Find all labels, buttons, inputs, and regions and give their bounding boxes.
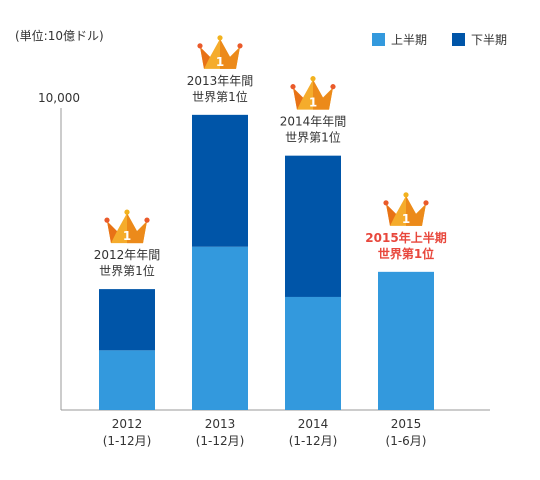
crown-rank: 1: [216, 55, 224, 69]
annotation-label: 世界第1位: [192, 89, 248, 104]
bar-segment: [378, 271, 434, 410]
legend-label: 下半期: [471, 33, 507, 47]
unit-label: (単位:10億ドル): [15, 28, 104, 43]
crown-icon: 1: [104, 209, 150, 244]
legend-swatch: [372, 33, 385, 46]
legend: 上半期 下半期: [372, 33, 507, 47]
annotation-label: 2014年年間: [280, 115, 347, 129]
legend-label: 上半期: [391, 33, 427, 47]
annotation-label: 2013年年間: [187, 74, 254, 88]
crown-rank: 1: [123, 229, 131, 243]
annotation-label: 2012年年間: [94, 248, 161, 262]
annotations: 2012年年間世界第1位12013年年間世界第1位12014年年間世界第1位12…: [94, 35, 447, 278]
crown-rank: 1: [309, 96, 317, 110]
x-axis-labels: 2012 (1-12月) 2013 (1-12月) 2014 (1-12月) 2015 (1-…: [103, 417, 427, 448]
x-tick-label: 2015: [391, 417, 422, 431]
x-tick-period: (1-12月): [196, 434, 245, 448]
x-tick-period: (1-12月): [103, 434, 152, 448]
bars: [99, 114, 434, 410]
x-tick-label: 2014: [298, 417, 329, 431]
crown-icon: 1: [290, 76, 336, 110]
bar-segment: [192, 246, 248, 410]
annotation-label: 世界第1位: [378, 246, 434, 261]
crown-icon: 1: [383, 192, 429, 226]
bar-segment: [285, 155, 341, 297]
annotation-label: 世界第1位: [285, 130, 341, 145]
x-tick-period: (1-6月): [386, 434, 427, 448]
annotation-label: 世界第1位: [99, 263, 155, 278]
x-tick-label: 2013: [205, 417, 236, 431]
y-axis: 10,000: [38, 91, 80, 410]
bar-segment: [99, 289, 155, 351]
legend-swatch: [452, 33, 465, 46]
y-tick-label: 10,000: [38, 91, 80, 105]
crown-icon: 1: [197, 35, 243, 69]
annotation-label: 2015年上半期: [365, 230, 446, 245]
bar-segment: [285, 296, 341, 410]
x-tick-label: 2012: [112, 417, 143, 431]
bar-segment: [99, 350, 155, 410]
crown-rank: 1: [402, 212, 410, 226]
bar-segment: [192, 114, 248, 247]
x-tick-period: (1-12月): [289, 434, 338, 448]
